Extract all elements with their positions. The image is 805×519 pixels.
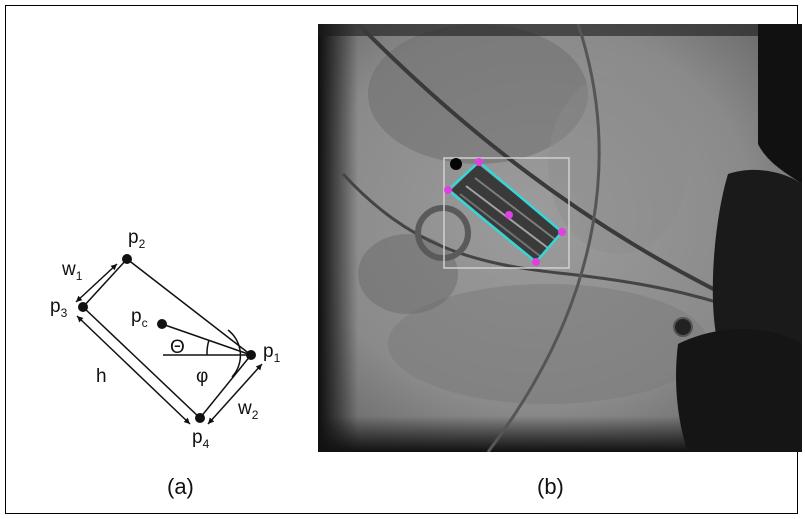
- label-pc: pc: [131, 306, 148, 330]
- black-marker: [450, 158, 462, 170]
- roi-box: [443, 157, 570, 269]
- label-w1: w1: [61, 259, 83, 283]
- label-p1: p1: [263, 341, 281, 365]
- point-p2: [122, 254, 132, 264]
- w1-arrow: [75, 263, 118, 303]
- magenta-point-p3: [444, 186, 452, 194]
- bounding-rectangle: [81, 257, 253, 420]
- point-p1: [246, 350, 256, 360]
- point-p4: [195, 413, 205, 423]
- phi-arc: [227, 329, 242, 378]
- w2-arrow: [207, 363, 263, 425]
- diagram-panel-a: w1 p2 p3 pc Θ φ p1 h w2 p4: [50, 227, 281, 451]
- h-arrow: [76, 315, 191, 425]
- xray-image-panel-b: [318, 24, 802, 452]
- pc-p1-line: [161, 323, 252, 356]
- theta-arc: [206, 339, 210, 356]
- label-w2: w2: [237, 398, 259, 422]
- magenta-point-p2: [475, 158, 483, 166]
- label-theta: Θ: [170, 337, 185, 358]
- label-p3: p3: [50, 296, 68, 320]
- label-p2: p2: [128, 227, 146, 251]
- label-h: h: [96, 366, 107, 387]
- point-pc: [157, 319, 167, 329]
- label-phi: φ: [196, 366, 208, 387]
- magenta-point-pc: [505, 211, 513, 219]
- magenta-point-p4: [532, 258, 540, 266]
- label-p4: p4: [192, 427, 210, 451]
- caption-a: (a): [167, 474, 194, 499]
- magenta-point-p1: [558, 228, 566, 236]
- caption-b: (b): [537, 474, 564, 499]
- point-p3: [78, 302, 88, 312]
